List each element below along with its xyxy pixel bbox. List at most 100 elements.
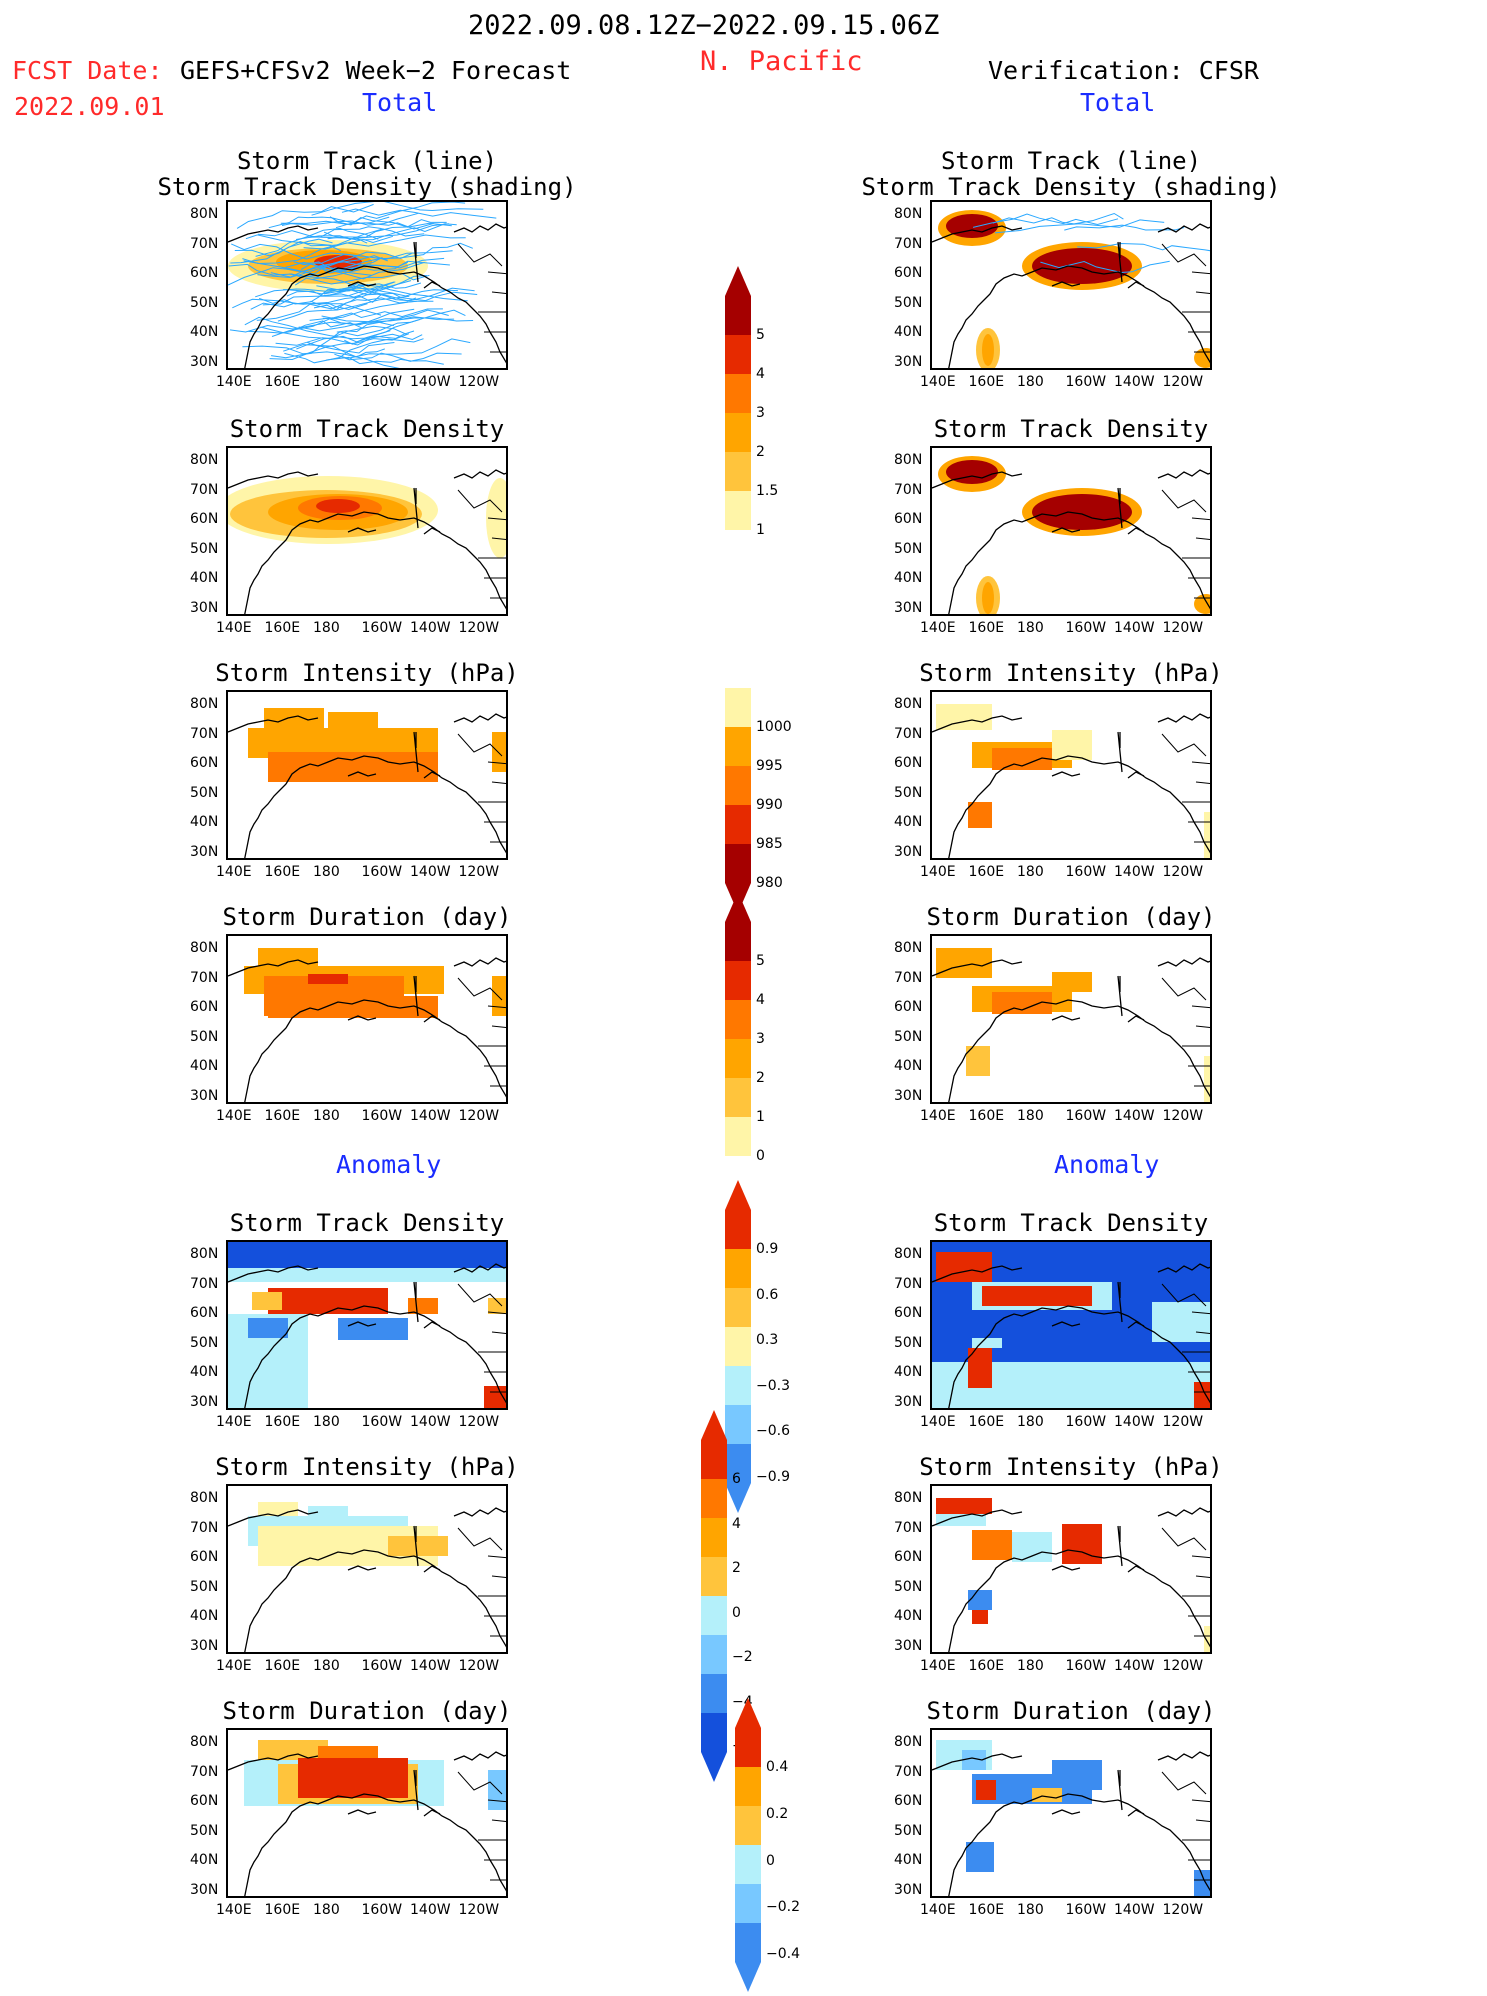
- storm-track-line: [271, 342, 395, 359]
- colorbar-intensity: [724, 688, 754, 917]
- shade-region: [1032, 1788, 1062, 1802]
- storm-track-line: [230, 240, 341, 264]
- lat-tick-label: 60N: [894, 999, 923, 1015]
- state-lines: [457, 1771, 506, 1881]
- storm-track-line: [312, 260, 450, 280]
- storm-track-line: [329, 216, 452, 228]
- colorbar-arrow-top: [701, 1410, 727, 1440]
- colorbar-segment: [725, 413, 751, 452]
- lat-tick-label: 30N: [894, 599, 923, 616]
- shade-region: [1052, 972, 1092, 992]
- state-lines: [457, 1527, 506, 1637]
- lat-tick-label: 70N: [190, 1275, 219, 1292]
- colorbar-label: 0.2: [766, 1805, 789, 1822]
- lat-tick-label: 50N: [190, 784, 219, 801]
- lat-tick-label: 30N: [894, 843, 923, 860]
- colorbar-label: −2: [732, 1649, 753, 1666]
- panel-title: Storm Track Density (shading): [157, 173, 577, 201]
- coastline: [932, 713, 1210, 858]
- colorbar-anom_intensity: [700, 1410, 730, 1786]
- lon-tick-label: 120W: [1162, 1658, 1204, 1674]
- lon-tick-label: 120W: [458, 1902, 500, 1918]
- shade-region: [1194, 594, 1210, 614]
- state-lines: [1161, 1771, 1210, 1881]
- colorbar-label: 1: [756, 522, 765, 538]
- shade-region: [1204, 812, 1210, 858]
- state-lines: [1161, 977, 1210, 1087]
- lat-tick-label: 40N: [894, 1608, 923, 1624]
- lat-tick-label: 70N: [190, 1519, 219, 1536]
- lat-tick-label: 50N: [190, 1028, 219, 1045]
- shade-region: [966, 1842, 994, 1872]
- storm-track-line: [313, 297, 417, 311]
- map-panel: [930, 1240, 1212, 1410]
- coastline: [228, 469, 506, 614]
- lon-tick-label: 180: [1017, 620, 1044, 636]
- colorbar-segment: [735, 1884, 761, 1923]
- lon-tick-label: 140W: [1114, 1108, 1155, 1124]
- coastline: [228, 1507, 506, 1652]
- lat-tick-label: 30N: [894, 1393, 923, 1410]
- lat-tick-label: 50N: [190, 1822, 219, 1839]
- map-panel: [930, 1484, 1212, 1654]
- colorbar-segment: [701, 1557, 727, 1596]
- colorbar-anom_duration: [734, 1698, 764, 1996]
- storm-track-line: [236, 203, 374, 229]
- lat-tick-label: 70N: [190, 969, 219, 986]
- panel-title: Storm Track Density (shading): [861, 173, 1281, 201]
- lon-tick-label: 160E: [968, 1902, 1005, 1918]
- shade-region: [268, 996, 438, 1018]
- lat-tick-label: 50N: [190, 540, 219, 557]
- storm-track-line: [323, 287, 475, 302]
- state-lines: [1161, 733, 1210, 843]
- shade-region: [972, 1610, 988, 1624]
- colorbar-segment: [725, 1000, 751, 1039]
- lat-tick-label: 80N: [190, 940, 219, 956]
- colorbar-duration: [724, 892, 754, 1160]
- storm-track-line: [283, 344, 385, 358]
- lon-tick-label: 180: [1017, 864, 1044, 880]
- map-panel: [930, 934, 1212, 1104]
- map-panel: [930, 200, 1212, 370]
- shade-region: [1062, 1524, 1102, 1564]
- lat-tick-label: 30N: [190, 1393, 219, 1410]
- lat-tick-label: 30N: [190, 353, 219, 370]
- lat-tick-label: 70N: [894, 235, 923, 252]
- state-lines: [457, 733, 506, 843]
- storm-track-line: [245, 234, 394, 246]
- lat-tick-label: 50N: [190, 294, 219, 311]
- colorbar-segment: [725, 1366, 751, 1405]
- lon-tick-label: 140W: [410, 374, 451, 390]
- colorbar-label: 980: [756, 875, 783, 891]
- colorbar-label: 0.9: [756, 1241, 779, 1257]
- lon-tick-label: 140W: [1114, 1658, 1155, 1674]
- colorbar-segment: [735, 1923, 761, 1962]
- shade-region: [992, 748, 1052, 770]
- lon-tick-label: 160W: [1065, 864, 1107, 880]
- storm-track-line: [242, 236, 368, 265]
- lat-tick-label: 70N: [190, 235, 219, 252]
- map-panel: [226, 1484, 508, 1654]
- coastline: [228, 713, 506, 858]
- lat-tick-label: 30N: [894, 1087, 923, 1104]
- panel-title: Storm Intensity (hPa): [919, 1453, 1223, 1481]
- map-panel: [226, 690, 508, 860]
- lon-tick-label: 120W: [1162, 620, 1204, 636]
- coastline: [932, 469, 1210, 614]
- lat-tick-label: 80N: [190, 1490, 219, 1506]
- shade-region: [488, 1298, 506, 1314]
- shade-region: [1194, 1382, 1210, 1408]
- colorbar-label: 4: [756, 992, 765, 1008]
- colorbar-label: 0: [766, 1852, 775, 1869]
- shade-region: [936, 948, 992, 978]
- storm-track-line: [326, 356, 444, 365]
- storm-track-line: [268, 216, 390, 229]
- lat-tick-label: 80N: [190, 452, 219, 468]
- lat-tick-label: 30N: [190, 1087, 219, 1104]
- colorbar-label: 3: [756, 1031, 765, 1047]
- map-panel: [930, 1728, 1212, 1898]
- colorbar-arrow-top: [725, 1180, 751, 1210]
- lat-tick-label: 60N: [894, 1305, 923, 1321]
- storm-track-line: [316, 283, 458, 297]
- lon-tick-label: 140E: [216, 620, 252, 636]
